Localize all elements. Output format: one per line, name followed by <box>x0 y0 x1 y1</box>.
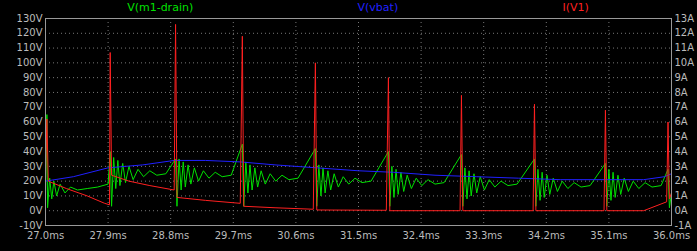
svg-text:35.1ms: 35.1ms <box>590 230 627 241</box>
svg-text:33.3ms: 33.3ms <box>465 230 502 241</box>
svg-text:130V: 130V <box>17 13 43 24</box>
svg-text:27.0ms: 27.0ms <box>27 230 64 241</box>
svg-text:2A: 2A <box>675 175 688 186</box>
svg-text:28.8ms: 28.8ms <box>152 230 189 241</box>
svg-text:30.6ms: 30.6ms <box>277 230 314 241</box>
svg-text:80V: 80V <box>23 87 43 98</box>
svg-text:5A: 5A <box>675 131 688 142</box>
svg-text:12A: 12A <box>675 27 695 38</box>
svg-text:29.7ms: 29.7ms <box>215 230 252 241</box>
svg-text:120V: 120V <box>17 27 43 38</box>
svg-text:6A: 6A <box>675 116 688 127</box>
svg-text:7A: 7A <box>675 101 688 112</box>
svg-text:-10V: -10V <box>19 220 42 231</box>
svg-text:1A: 1A <box>675 190 688 201</box>
svg-text:31.5ms: 31.5ms <box>340 230 377 241</box>
svg-text:30V: 30V <box>23 161 43 172</box>
svg-text:9A: 9A <box>675 72 688 83</box>
svg-text:27.9ms: 27.9ms <box>89 230 126 241</box>
svg-text:4A: 4A <box>675 146 688 157</box>
html-text:V(m1-drain): V(m1-drain) <box>127 1 194 14</box>
svg-text:8A: 8A <box>675 87 688 98</box>
svg-text:110V: 110V <box>17 42 43 53</box>
svg-text:3A: 3A <box>675 161 688 172</box>
svg-text:100V: 100V <box>17 57 43 68</box>
svg-text:40V: 40V <box>23 146 43 157</box>
svg-text:34.2ms: 34.2ms <box>528 230 565 241</box>
svg-text:70V: 70V <box>23 101 43 112</box>
svg-text:50V: 50V <box>23 131 43 142</box>
html-text:V(vbat): V(vbat) <box>357 1 399 14</box>
svg-text:-1A: -1A <box>675 220 692 231</box>
svg-text:20V: 20V <box>23 175 43 186</box>
svg-text:13A: 13A <box>675 13 695 24</box>
svg-text:32.4ms: 32.4ms <box>402 230 439 241</box>
svg-text:90V: 90V <box>23 72 43 83</box>
svg-text:10V: 10V <box>23 190 43 201</box>
svg-text:11A: 11A <box>675 42 695 53</box>
html-text:I(V1): I(V1) <box>562 1 589 14</box>
svg-text:60V: 60V <box>23 116 43 127</box>
svg-text:0A: 0A <box>675 205 688 216</box>
svg-text:36.0ms: 36.0ms <box>653 230 690 241</box>
svg-text:0V: 0V <box>29 205 42 216</box>
svg-text:10A: 10A <box>675 57 695 68</box>
